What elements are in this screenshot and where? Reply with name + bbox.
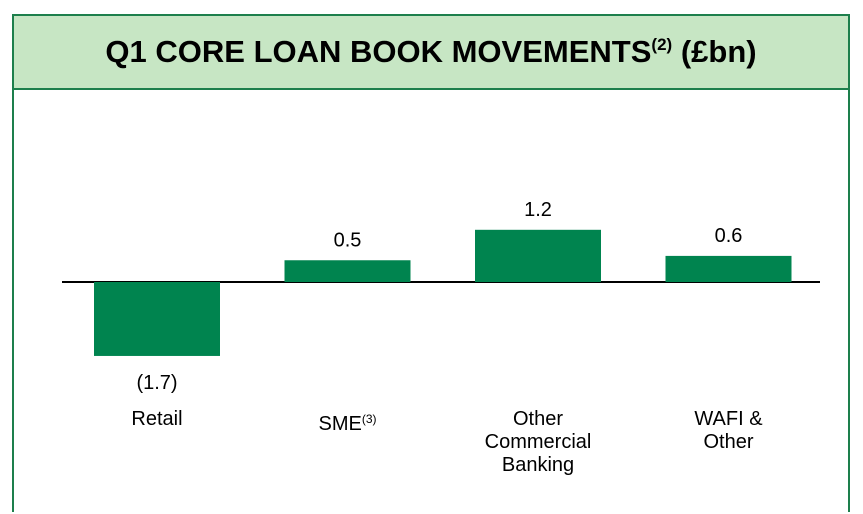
x-tick-label: Other Commercial Banking [483, 408, 593, 477]
bar [665, 255, 792, 282]
value-label: 0.6 [715, 225, 743, 247]
title-text: Q1 CORE LOAN BOOK MOVEMENTS [105, 34, 652, 69]
bar [284, 260, 411, 282]
header: Q1 CORE LOAN BOOK MOVEMENTS(2) (£bn) [14, 16, 848, 90]
bar [94, 282, 220, 356]
category-note: (3) [361, 412, 377, 426]
x-tick-label: WAFI & Other [674, 408, 784, 454]
value-label: 1.2 [524, 199, 552, 221]
bar [475, 229, 601, 282]
value-label: (1.7) [136, 372, 177, 394]
panel: Q1 CORE LOAN BOOK MOVEMENTS(2) (£bn) [12, 14, 850, 512]
title-note: (2) [651, 35, 673, 54]
x-tick-label: SME(3) [293, 408, 403, 436]
category-text: Other Commercial Banking [484, 408, 592, 476]
title-unit: (£bn) [680, 34, 757, 69]
category-text: WAFI & Other [694, 408, 763, 453]
category-text: Retail [131, 408, 183, 430]
x-tick-label: Retail [102, 408, 212, 431]
category-text: SME [318, 413, 362, 435]
value-label: 0.5 [334, 230, 362, 252]
chart-title: Q1 CORE LOAN BOOK MOVEMENTS(2) (£bn) [105, 34, 756, 70]
